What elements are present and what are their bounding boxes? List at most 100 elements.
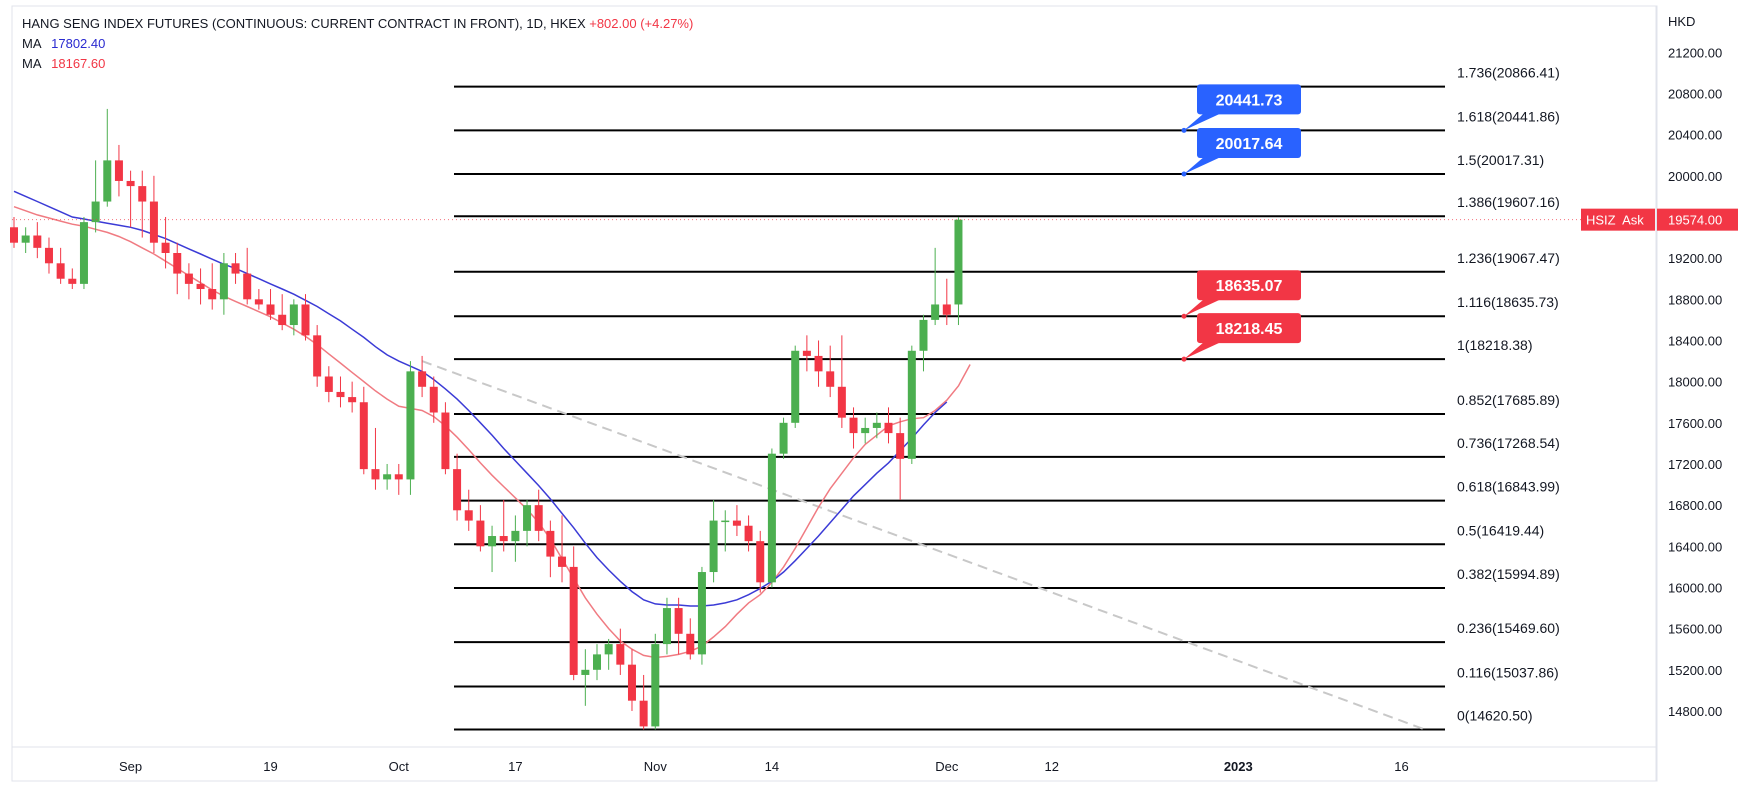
y-tick-label: 18400.00 [1668, 333, 1722, 348]
price-change: +802.00 (+4.27%) [589, 16, 694, 31]
candle [732, 505, 741, 537]
callout-value: 18218.45 [1216, 321, 1283, 338]
trendline[interactable] [421, 360, 1426, 731]
fibonacci-extension[interactable]: 1.736(20866.41) 1.618(20441.86) 1.5(20017.… [454, 65, 1560, 731]
fib-level-label: 0.618(16843.99) [1457, 479, 1560, 495]
callout-anchor [1181, 356, 1187, 362]
callout-box [1197, 313, 1301, 344]
y-tick-label: 16800.00 [1668, 498, 1722, 513]
candle [196, 268, 205, 305]
fib-level-label: 0.852(17685.89) [1457, 392, 1560, 408]
candle-body [942, 304, 951, 315]
symbol-title: HANG SENG INDEX FUTURES (CONTINUOUS: CUR… [22, 16, 586, 31]
candle-body [184, 273, 193, 284]
candle-body [44, 247, 53, 264]
candle-body [289, 304, 298, 326]
candle-body [138, 186, 147, 202]
y-tick-label: 16000.00 [1668, 580, 1722, 595]
x-tick-label: 16 [1394, 759, 1408, 774]
candle [21, 227, 30, 253]
candle [907, 345, 916, 464]
candle [569, 546, 578, 681]
price-axis-ticks: 14800.00 15200.00 15600.00 16000.00 16400.00… [1668, 45, 1722, 719]
candle-body [103, 160, 112, 202]
candle-body [301, 304, 310, 336]
candle-body [861, 427, 870, 434]
candle [872, 412, 881, 439]
candle [511, 515, 520, 562]
candle-body [721, 520, 730, 523]
candle [44, 237, 53, 274]
candle [616, 628, 625, 675]
candle [849, 407, 858, 449]
callout-box [1197, 270, 1301, 301]
callout-anchor [1181, 171, 1187, 177]
fib-level-label: 1(18218.38) [1457, 337, 1533, 353]
y-tick-label: 14800.00 [1668, 704, 1722, 719]
candle-body [604, 644, 613, 655]
ma1-row[interactable]: MA 17802.40 [22, 34, 693, 54]
last-price-label: HSIZ Ask 19574.00 [12, 208, 1738, 231]
candle-body [149, 201, 158, 243]
candle-body [278, 314, 287, 326]
candle [639, 674, 648, 730]
callout-box [1197, 84, 1301, 115]
fib-level-label: 0(14620.50) [1457, 707, 1533, 723]
candle [931, 247, 940, 326]
time-axis-ticks: Sep 19 Oct 17 Nov 14 Dec 12 2023 16 [119, 759, 1409, 774]
candle-body [243, 273, 252, 300]
currency-label: HKD [1668, 14, 1695, 29]
candle-body [896, 433, 905, 459]
callout-anchor [1181, 127, 1187, 133]
fib-level-label: 1.236(19067.47) [1457, 250, 1560, 266]
dashed-trendline [421, 360, 1426, 731]
candle-body [114, 160, 123, 181]
y-tick-label: 20800.00 [1668, 86, 1722, 101]
candle-body [464, 510, 473, 521]
candle [33, 222, 42, 259]
y-tick-label: 18000.00 [1668, 375, 1722, 390]
candle-body [383, 474, 392, 480]
candle-body [359, 402, 368, 470]
ma2-row[interactable]: MA 18167.60 [22, 54, 693, 74]
price-callout: 20017.64 [1181, 128, 1301, 177]
candle-body [837, 386, 846, 418]
candle-body [534, 505, 543, 531]
candle-body [779, 422, 788, 454]
candle-body [849, 417, 858, 434]
candle-body [10, 227, 18, 243]
candle-body [254, 299, 263, 305]
price-callouts[interactable]: 20441.73 20017.64 18635.07 18218.45 [1181, 84, 1302, 362]
candle-body [161, 242, 170, 253]
candle-body [336, 391, 345, 398]
candle [10, 216, 18, 248]
fib-level-label: 1.116(18635.73) [1457, 294, 1559, 310]
candle [79, 216, 88, 290]
candle [523, 500, 532, 547]
candle [779, 417, 788, 459]
x-tick-label: 14 [765, 759, 779, 774]
fib-level-label: 0.236(15469.60) [1457, 620, 1560, 636]
candle [91, 160, 100, 233]
callout-pointer [1184, 156, 1223, 175]
candle [359, 386, 368, 475]
candle-body [68, 278, 77, 284]
candle [697, 566, 706, 665]
fib-level-label: 1.5(20017.31) [1457, 152, 1544, 168]
candle [161, 216, 170, 269]
candle [709, 500, 718, 583]
candle [721, 510, 730, 552]
ma1-label: MA [22, 36, 42, 51]
price-callout: 18635.07 [1181, 270, 1301, 319]
y-tick-label: 20400.00 [1668, 128, 1722, 143]
candle [802, 335, 811, 372]
ma-slow-line [13, 205, 971, 659]
fib-level-label: 0.736(17268.54) [1457, 435, 1560, 451]
candle-body [511, 530, 520, 542]
candle-body [884, 422, 893, 434]
ask-tag-label: HSIZ Ask [1586, 213, 1644, 228]
candle [861, 417, 870, 444]
candle [68, 268, 77, 290]
y-tick-label: 18800.00 [1668, 292, 1722, 307]
